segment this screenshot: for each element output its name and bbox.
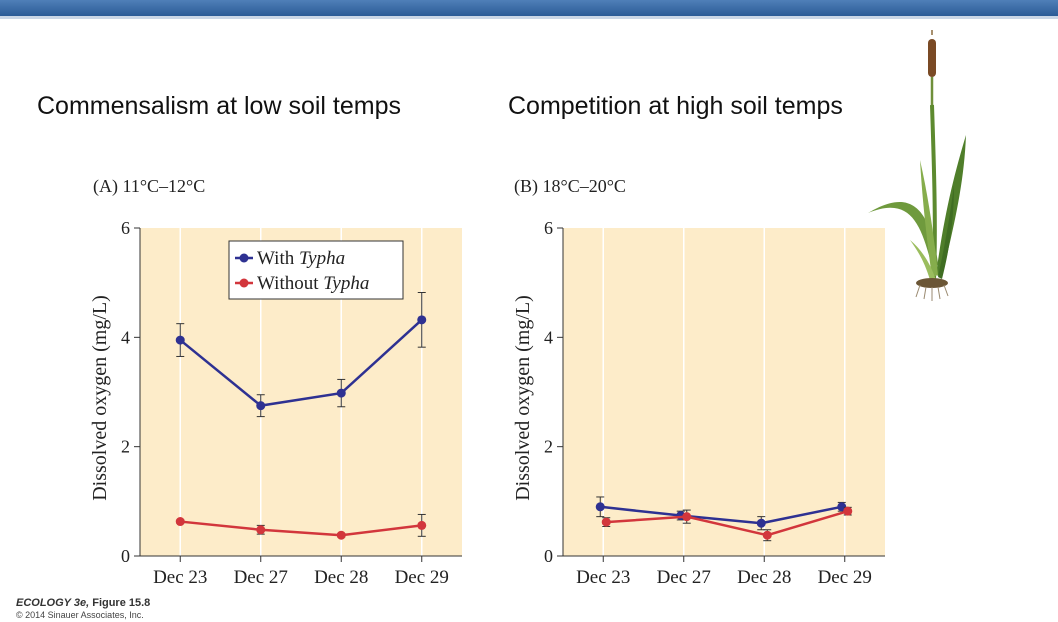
- chart-b-x-tick-label: Dec 27: [657, 567, 711, 588]
- chart-a-data-point: [336, 530, 346, 540]
- chart-a-data-point: [256, 525, 266, 535]
- chart-b-data-point: [595, 502, 605, 512]
- header-bar: [0, 0, 1058, 16]
- chart-a-data-point: [175, 335, 185, 345]
- credit-book: ECOLOGY 3e,: [16, 597, 90, 609]
- panel-a-label: (A) 11°C–12°C: [93, 176, 206, 196]
- chart-b-plot-area: [563, 228, 885, 556]
- legend-label-with: With Typha: [257, 248, 345, 269]
- chart-a-data-point: [417, 520, 427, 530]
- chart-a-group: 0 2 4 6 Dec 23 Dec 27 Dec 28 Dec 29 Dissolved ox…: [89, 218, 462, 588]
- chart-a-x-tick-label: Dec 29: [395, 567, 449, 588]
- chart-b-data-point: [762, 530, 772, 540]
- chart-a-y-tick-label: 6: [121, 218, 130, 238]
- heading-right: Competition at high soil temps: [508, 92, 843, 120]
- chart-a-y-tick-label: 4: [121, 327, 130, 347]
- cattail-plant-icon: [868, 30, 966, 301]
- chart-a-y-tick-label: 0: [121, 546, 130, 566]
- chart-b-y-axis-label: Dissolved oxygen (mg/L): [512, 295, 534, 501]
- chart-a-x-tick-label: Dec 28: [314, 567, 368, 588]
- chart-b-y-tick-label: 2: [544, 437, 553, 457]
- legend-label-without: Without Typha: [257, 273, 369, 294]
- legend-genus: Typha: [299, 248, 345, 269]
- chart-b-y-tick-label: 6: [544, 218, 553, 238]
- copyright: © 2014 Sinauer Associates, Inc.: [16, 610, 144, 620]
- header-divider: [0, 16, 1058, 19]
- panel-b-label: (B) 18°C–20°C: [514, 176, 626, 196]
- chart-b-y-tick-label: 0: [544, 546, 553, 566]
- legend-genus: Typha: [323, 273, 369, 294]
- chart-a-data-point: [175, 517, 185, 527]
- chart-a-y-axis-label: Dissolved oxygen (mg/L): [89, 295, 111, 501]
- chart-a-series-line-with: [179, 318, 423, 407]
- credit-figure: Figure 15.8: [92, 597, 151, 609]
- chart-a-data-point: [336, 388, 346, 398]
- chart-b-x-tick-label: Dec 29: [818, 567, 872, 588]
- chart-a-data-point: [256, 401, 266, 411]
- chart-a-y-tick-label: 2: [121, 437, 130, 457]
- legend-swatch-marker: [239, 278, 249, 288]
- chart-b-series-line-without: [606, 509, 849, 537]
- figure-credit: ECOLOGY 3e, Figure 15.8: [16, 597, 150, 609]
- chart-a-legend: [228, 240, 404, 300]
- chart-a-data-point: [417, 315, 427, 325]
- chart-a-series-line-without: [180, 520, 422, 537]
- chart-b-series-line-with: [600, 505, 842, 525]
- chart-b-x-tick-label: Dec 23: [576, 567, 630, 588]
- chart-b-data-point: [756, 518, 766, 528]
- chart-b-x-tick-label: Dec 28: [737, 567, 791, 588]
- chart-b-group: 0 2 4 6 Dec 23 Dec 27 Dec 28 Dec 29 Dissolved ox…: [512, 218, 885, 588]
- chart-b-data-point: [843, 506, 853, 516]
- chart-a-x-tick-label: Dec 23: [153, 567, 207, 588]
- legend-swatch-marker: [239, 253, 249, 263]
- chart-b-data-point: [601, 517, 611, 527]
- heading-left: Commensalism at low soil temps: [37, 92, 401, 120]
- chart-a-x-tick-label: Dec 27: [234, 567, 288, 588]
- cattail-illustration: [868, 30, 966, 301]
- chart-b-data-point: [682, 512, 692, 522]
- chart-b-y-tick-label: 4: [544, 327, 553, 347]
